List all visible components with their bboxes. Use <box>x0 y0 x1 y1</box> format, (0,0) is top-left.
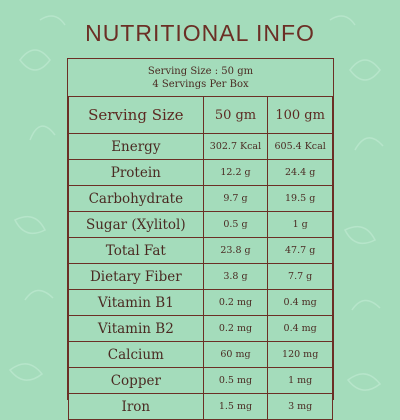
value-50gm: 60 mg <box>202 341 269 368</box>
value-100gm: 1 g <box>267 211 333 238</box>
value-100gm: 47.7 g <box>267 237 333 264</box>
value-100gm: 0.4 mg <box>267 315 333 342</box>
value-50gm: 9.7 g <box>202 185 269 212</box>
table-row: Energy 302.7 Kcal 605.4 Kcal <box>68 133 333 160</box>
table-row: Carbohydrate 9.7 g 19.5 g <box>68 185 333 212</box>
value-50gm: 302.7 Kcal <box>202 133 269 160</box>
page-title: NUTRITIONAL INFO <box>85 20 315 46</box>
value-50gm: 3.8 g <box>202 263 269 290</box>
value-50gm: 12.2 g <box>202 159 269 186</box>
value-50gm: 0.2 mg <box>202 289 269 316</box>
value-100gm: 19.5 g <box>267 185 333 212</box>
header-100gm: 100 gm <box>267 96 333 134</box>
value-50gm: 0.5 g <box>202 211 269 238</box>
value-50gm: 0.2 mg <box>202 315 269 342</box>
value-100gm: 0.4 mg <box>267 289 333 316</box>
serving-info: Serving Size : 50 gm 4 Servings Per Box <box>68 59 333 96</box>
serving-size-line: Serving Size : 50 gm <box>147 66 254 77</box>
nutrient-name: Total Fat <box>68 237 204 264</box>
nutrient-name: Copper <box>68 367 204 394</box>
nutrient-name: Protein <box>68 159 204 186</box>
table-row: Total Fat 23.8 g 47.7 g <box>68 237 333 264</box>
nutrition-panel: Serving Size : 50 gm 4 Servings Per Box … <box>67 58 334 420</box>
value-100gm: 24.4 g <box>267 159 333 186</box>
nutrient-name: Energy <box>68 133 204 160</box>
table-row: Iron 1.5 mg 3 mg <box>68 393 333 420</box>
nutrient-name: Vitamin B2 <box>68 315 204 342</box>
nutrient-name: Iron <box>68 393 204 420</box>
nutrient-name: Calcium <box>68 341 204 368</box>
header-serving-size: Serving Size <box>68 96 204 134</box>
value-100gm: 1 mg <box>267 367 333 394</box>
nutrient-name: Dietary Fiber <box>68 263 204 290</box>
table-header-row: Serving Size 50 gm 100 gm <box>68 96 333 134</box>
value-100gm: 3 mg <box>267 393 333 420</box>
table-row: Calcium 60 mg 120 mg <box>68 341 333 368</box>
table-row: Vitamin B1 0.2 mg 0.4 mg <box>68 289 333 316</box>
nutrient-name: Vitamin B1 <box>68 289 204 316</box>
table-row: Copper 0.5 mg 1 mg <box>68 367 333 394</box>
value-50gm: 23.8 g <box>202 237 269 264</box>
nutrient-name: Sugar (Xylitol) <box>68 211 204 238</box>
value-100gm: 120 mg <box>267 341 333 368</box>
servings-per-box-line: 4 Servings Per Box <box>152 79 249 90</box>
table-row: Dietary Fiber 3.8 g 7.7 g <box>68 263 333 290</box>
value-50gm: 1.5 mg <box>202 393 269 420</box>
nutrient-name: Carbohydrate <box>68 185 204 212</box>
value-50gm: 0.5 mg <box>202 367 269 394</box>
table-row: Vitamin B2 0.2 mg 0.4 mg <box>68 315 333 342</box>
value-100gm: 605.4 Kcal <box>267 133 333 160</box>
header-50gm: 50 gm <box>202 96 269 134</box>
nutrition-table: Serving Size 50 gm 100 gm Energy 302.7 Kc… <box>68 96 333 420</box>
table-row: Protein 12.2 g 24.4 g <box>68 159 333 186</box>
value-100gm: 7.7 g <box>267 263 333 290</box>
